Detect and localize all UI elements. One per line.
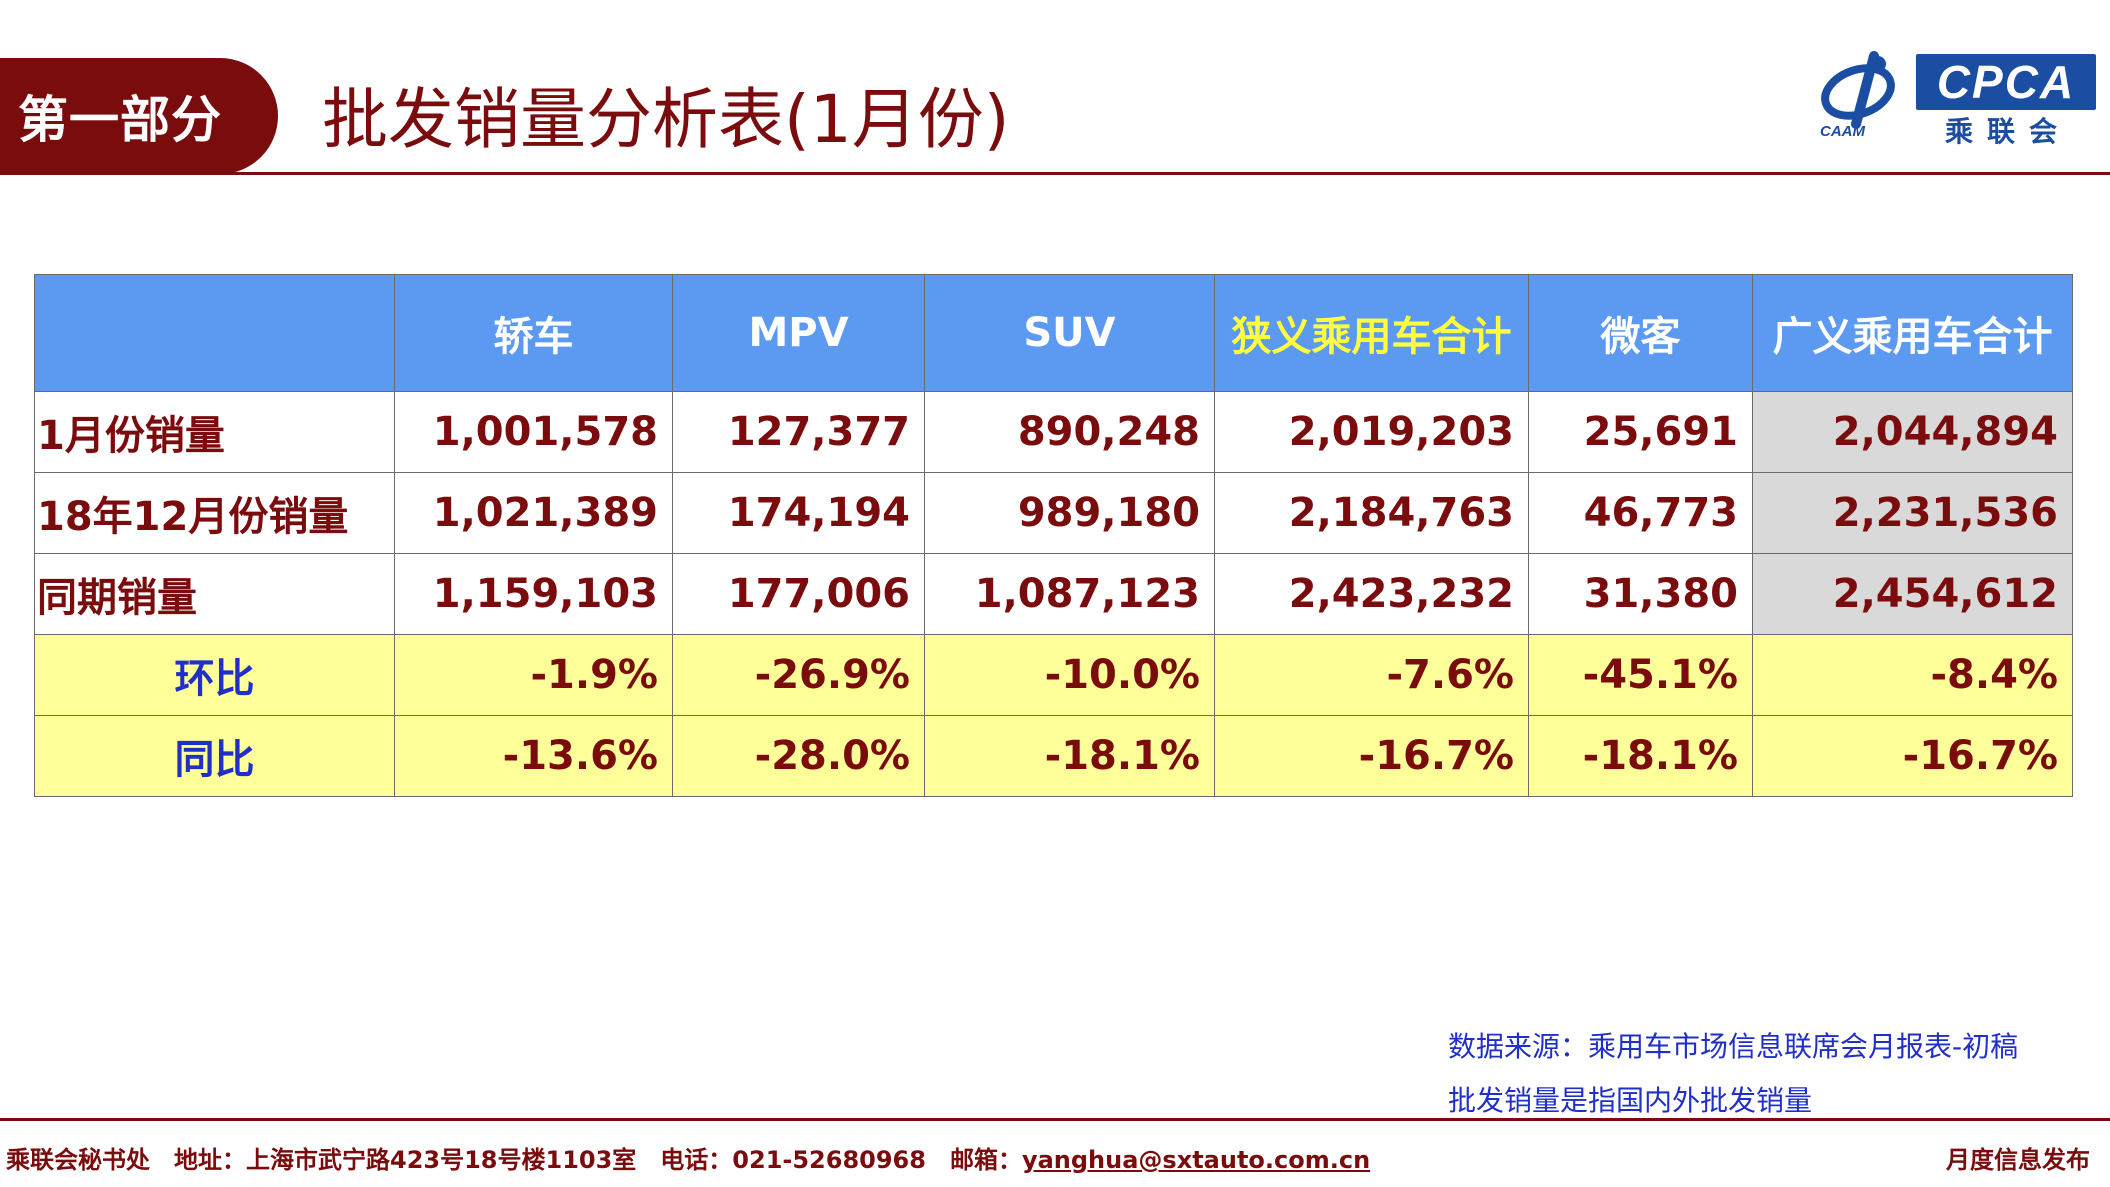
table-cell: -16.7% (1214, 715, 1529, 797)
footer-email-link[interactable]: yanghua@sxtauto.com.cn (1021, 1146, 1371, 1174)
row-label-mom: 环比 (34, 634, 395, 716)
table-header-row: 轿车 MPV SUV 狭义乘用车合计 微客 广义乘用车合计 (34, 274, 2073, 392)
table-cell: 1,087,123 (924, 553, 1215, 635)
page-title: 批发销量分析表(1月份) (322, 81, 1010, 158)
definition-line: 批发销量是指国内外批发销量 (1448, 1084, 1813, 1117)
table-cell: 2,019,203 (1214, 391, 1529, 473)
table-row-mom: 环比 -1.9% -26.9% -10.0% -7.6% -45.1% -8.4… (34, 634, 2073, 716)
sales-table: 轿车 MPV SUV 狭义乘用车合计 微客 广义乘用车合计 1月份销量 1,00… (34, 274, 2073, 797)
logo-emblem-text: CAAM (1820, 123, 1865, 140)
table-cell: -8.4% (1752, 634, 2073, 716)
table-cell: -13.6% (394, 715, 673, 797)
logo-subtext: 乘联会 (1944, 115, 2071, 148)
table-cell: -16.7% (1752, 715, 2073, 797)
table-row: 同期销量 1,159,103 177,006 1,087,123 2,423,2… (34, 553, 2073, 635)
row-label: 1月份销量 (34, 391, 395, 473)
source-note: 数据来源：乘用车市场信息联席会月报表-初稿 批发销量是指国内外批发销量 (1448, 1020, 2018, 1128)
table-cell: 31,380 (1528, 553, 1753, 635)
table-cell: -45.1% (1528, 634, 1753, 716)
table-cell: -7.6% (1214, 634, 1529, 716)
table-cell: 2,184,763 (1214, 472, 1529, 554)
table-cell-total: 2,454,612 (1752, 553, 2073, 635)
table-cell: -1.9% (394, 634, 673, 716)
logo-box: CPCA (1916, 54, 2096, 110)
header-cell-sedan: 轿车 (394, 274, 673, 392)
table-cell: -26.9% (672, 634, 925, 716)
table-cell: 46,773 (1528, 472, 1753, 554)
table-cell: 177,006 (672, 553, 925, 635)
header-cell-minivan: 微客 (1528, 274, 1753, 392)
table-cell: 989,180 (924, 472, 1215, 554)
logo-text: CPCA (1936, 56, 2076, 108)
table-cell: 1,001,578 (394, 391, 673, 473)
table-cell: 174,194 (672, 472, 925, 554)
table-cell: -18.1% (924, 715, 1215, 797)
table-cell-total: 2,044,894 (1752, 391, 2073, 473)
table-row: 1月份销量 1,001,578 127,377 890,248 2,019,20… (34, 391, 2073, 473)
table-cell-total: 2,231,536 (1752, 472, 2073, 554)
section-tab: 第一部分 (0, 58, 278, 174)
section-label: 第一部分 (18, 91, 222, 149)
table-cell: 1,021,389 (394, 472, 673, 554)
footer-contact-text: 乘联会秘书处 地址：上海市武宁路423号18号楼1103室 电话：021-526… (6, 1146, 1022, 1174)
table-cell: 25,691 (1528, 391, 1753, 473)
header-cell-empty (34, 274, 395, 392)
header-cell-mpv: MPV (672, 274, 925, 392)
row-label: 同期销量 (34, 553, 395, 635)
table-cell: 2,423,232 (1214, 553, 1529, 635)
header-cell-narrow-total: 狭义乘用车合计 (1214, 274, 1529, 392)
header-cell-broad-total: 广义乘用车合计 (1752, 274, 2073, 392)
footer-publication: 月度信息发布 (1946, 1146, 2090, 1174)
table-cell: -18.1% (1528, 715, 1753, 797)
table-cell: 127,377 (672, 391, 925, 473)
table-row-yoy: 同比 -13.6% -28.0% -18.1% -16.7% -18.1% -1… (34, 715, 2073, 797)
source-line: 数据来源：乘用车市场信息联席会月报表-初稿 (1448, 1030, 2019, 1063)
footer-divider (0, 1118, 2110, 1121)
table-cell: -10.0% (924, 634, 1215, 716)
header-cell-suv: SUV (924, 274, 1215, 392)
row-label: 18年12月份销量 (34, 472, 395, 554)
table-cell: 890,248 (924, 391, 1215, 473)
footer-contact: 乘联会秘书处 地址：上海市武宁路423号18号楼1103室 电话：021-526… (6, 1140, 1370, 1175)
table-row: 18年12月份销量 1,021,389 174,194 989,180 2,18… (34, 472, 2073, 554)
row-label-yoy: 同比 (34, 715, 395, 797)
cpca-emblem-icon: CAAM (1820, 51, 1895, 140)
title-divider (0, 172, 2110, 175)
cpca-logo: CAAM CPCA 乘联会 (1816, 50, 2100, 148)
table-cell: 1,159,103 (394, 553, 673, 635)
table-cell: -28.0% (672, 715, 925, 797)
